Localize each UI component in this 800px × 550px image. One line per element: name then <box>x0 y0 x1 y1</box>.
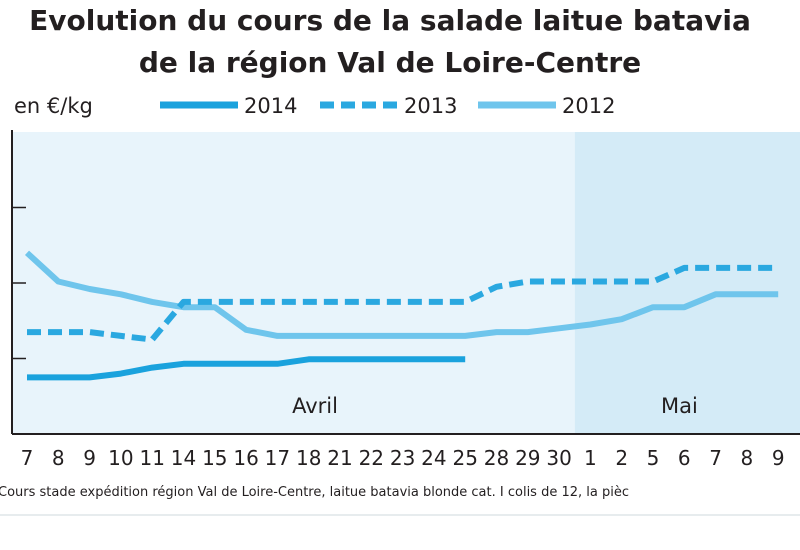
period-background-mai <box>574 132 800 434</box>
x-tick-label: 2 <box>615 446 628 470</box>
x-tick-label: 7 <box>21 446 34 470</box>
x-tick-label: 17 <box>265 446 290 470</box>
series-layer <box>24 250 779 381</box>
series-line-2012 <box>24 250 779 339</box>
period-label-mai: Mai <box>661 394 698 418</box>
x-tick-label: 29 <box>515 446 540 470</box>
chart-title: Evolution du cours de la salade laitue b… <box>29 4 751 37</box>
axes <box>0 130 800 516</box>
x-tick-label: 5 <box>647 446 660 470</box>
x-tick-label: 23 <box>390 446 415 470</box>
legend-label-2013: 2013 <box>404 94 457 118</box>
x-tick-label: 22 <box>359 446 384 470</box>
period-label-avril: Avril <box>292 394 338 418</box>
legend-label-2014: 2014 <box>244 94 297 118</box>
x-tick-label: 9 <box>83 446 96 470</box>
x-tick-label: 10 <box>108 446 133 470</box>
footnote: Cours stade expédition région Val de Loi… <box>0 485 629 500</box>
x-tick-label: 28 <box>484 446 509 470</box>
period-background-avril <box>12 132 575 434</box>
x-tick-label: 11 <box>139 446 164 470</box>
series-line-2014 <box>27 356 466 381</box>
x-tick-label: 18 <box>296 446 321 470</box>
y-axis-label: en €/kg <box>14 94 93 118</box>
legend: 2014 2013 2012 <box>160 94 615 118</box>
x-tick-label: 15 <box>202 446 227 470</box>
x-tick-label: 8 <box>741 446 754 470</box>
x-tick-label: 6 <box>678 446 691 470</box>
x-tick-label: 24 <box>421 446 446 470</box>
x-tick-labels: 7 8 9 10 11 14 15 16 17 18 21 22 23 24 25 28 29 30 1 2 5 6 7 8 9 <box>21 446 785 470</box>
x-tick-label: 25 <box>452 446 477 470</box>
chart-subtitle: de la région Val de Loire-Centre <box>139 46 641 79</box>
x-tick-label: 30 <box>546 446 571 470</box>
title: Evolution du cours de la salade laitue b… <box>29 4 751 79</box>
x-tick-label: 9 <box>772 446 785 470</box>
period-labels: Avril Mai <box>292 394 698 418</box>
x-tick-label: 16 <box>233 446 258 470</box>
x-tick-label: 7 <box>709 446 722 470</box>
x-tick-label: 8 <box>52 446 65 470</box>
x-tick-label: 14 <box>171 446 196 470</box>
plot-background <box>12 132 800 434</box>
legend-label-2012: 2012 <box>562 94 615 118</box>
x-tick-label: 21 <box>327 446 352 470</box>
gridlines <box>12 206 26 360</box>
x-tick-label: 1 <box>584 446 597 470</box>
